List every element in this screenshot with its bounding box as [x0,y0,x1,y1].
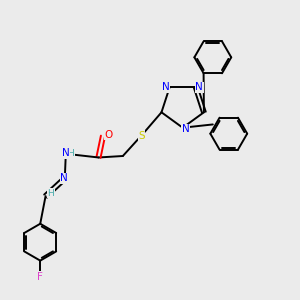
Text: N: N [60,173,68,183]
Text: N: N [196,82,203,92]
Text: N: N [62,148,70,158]
Text: H: H [48,189,54,198]
Text: F: F [37,272,43,282]
Text: O: O [104,130,112,140]
Text: N: N [182,124,190,134]
Text: H: H [68,148,74,158]
Text: N: N [162,82,170,92]
Text: S: S [138,131,145,141]
